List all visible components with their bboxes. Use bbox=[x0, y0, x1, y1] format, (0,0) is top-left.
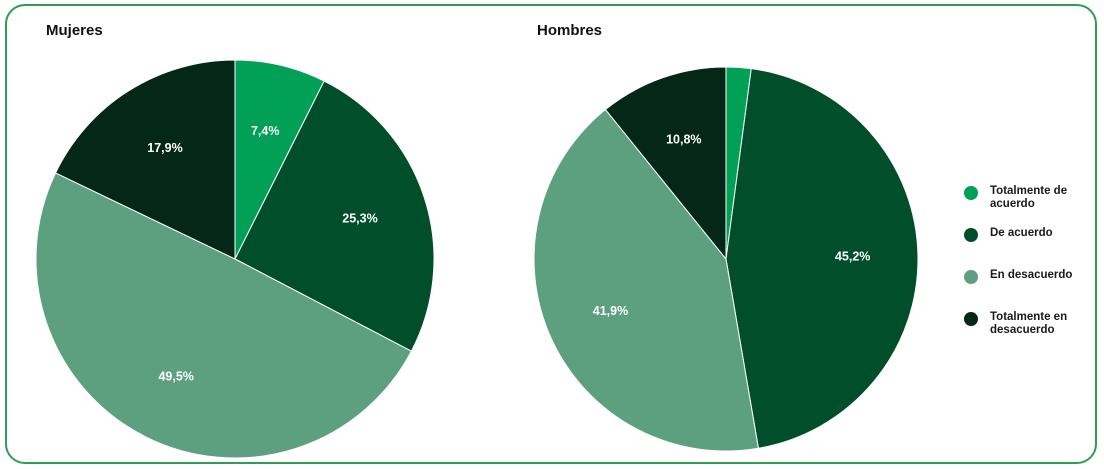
legend-item-totalmente-de-acuerdo: Totalmente de acuerdo bbox=[964, 185, 1090, 211]
pie-slice-de-acuerdo bbox=[234, 80, 435, 352]
chart-title-mujeres: Mujeres bbox=[46, 22, 103, 39]
slice-data-label: 7,4% bbox=[251, 124, 280, 138]
slice-data-label: 25,3% bbox=[342, 212, 377, 226]
chart-frame bbox=[5, 4, 1097, 464]
legend-label: Totalmente en desacuerdo bbox=[990, 311, 1068, 336]
pie-slice-en-desacuerdo bbox=[35, 172, 413, 459]
legend-label: En desacuerdo bbox=[990, 269, 1073, 281]
legend-swatch bbox=[964, 228, 978, 242]
legend-swatch bbox=[964, 270, 978, 284]
slice-data-label: 49,5% bbox=[158, 369, 193, 383]
legend-swatch bbox=[964, 312, 978, 326]
chart-title-hombres: Hombres bbox=[537, 22, 603, 39]
legend-item-de-acuerdo: De acuerdo bbox=[964, 227, 1090, 242]
slice-data-label: 17,9% bbox=[147, 141, 182, 155]
legend-label: De acuerdo bbox=[990, 227, 1053, 239]
legend-item-totalmente-en-desacuerdo: Totalmente en desacuerdo bbox=[964, 311, 1090, 337]
legend-swatch bbox=[964, 186, 978, 200]
legend-label: Totalmente de acuerdo bbox=[990, 185, 1068, 210]
legend-item-en-desacuerdo: En desacuerdo bbox=[964, 269, 1090, 284]
pie-slice-totalmente-en-desacuerdo bbox=[54, 59, 236, 260]
